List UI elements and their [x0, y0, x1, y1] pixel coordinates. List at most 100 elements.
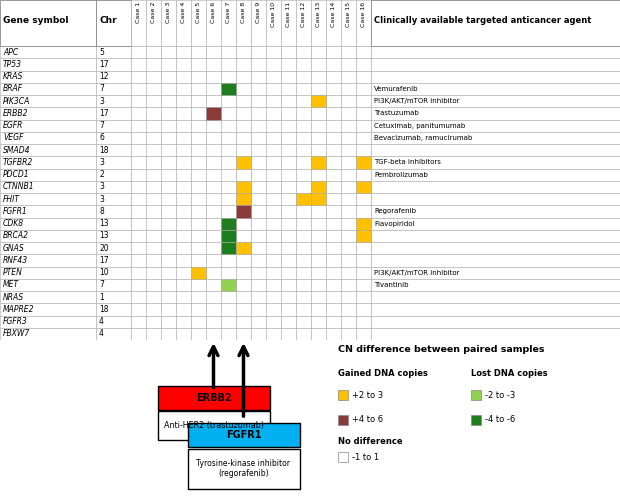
Text: Pembrolizumab: Pembrolizumab — [374, 172, 428, 178]
Text: +4 to 6: +4 to 6 — [352, 415, 383, 424]
Bar — [326, 316, 341, 328]
Bar — [236, 254, 251, 266]
Bar — [206, 254, 221, 266]
Bar — [206, 58, 221, 71]
Bar — [146, 107, 161, 120]
Text: 4: 4 — [99, 329, 104, 338]
Bar — [0, 266, 96, 279]
Bar — [206, 303, 221, 316]
Bar — [356, 58, 371, 71]
Bar — [251, 95, 266, 107]
Bar — [131, 156, 146, 168]
Bar — [356, 83, 371, 95]
Bar — [161, 279, 176, 291]
Bar — [131, 242, 146, 254]
Bar — [356, 266, 371, 279]
Text: MAPRE2: MAPRE2 — [3, 305, 35, 314]
Bar — [281, 193, 296, 205]
Bar — [161, 316, 176, 328]
Bar — [266, 230, 281, 242]
Bar — [161, 71, 176, 83]
Bar — [161, 132, 176, 144]
Bar — [191, 242, 206, 254]
Bar — [236, 328, 251, 340]
Bar — [341, 242, 356, 254]
Bar — [176, 291, 191, 303]
Bar — [187, 449, 299, 489]
Bar — [251, 303, 266, 316]
Bar — [371, 132, 620, 144]
Bar — [356, 218, 371, 230]
Bar — [311, 71, 326, 83]
Bar — [371, 242, 620, 254]
Text: FBXW7: FBXW7 — [3, 329, 30, 338]
Bar — [236, 156, 251, 168]
Bar — [131, 83, 146, 95]
Bar — [311, 328, 326, 340]
Bar — [251, 328, 266, 340]
Bar — [296, 132, 311, 144]
Bar — [221, 279, 236, 291]
Bar — [131, 279, 146, 291]
Bar — [221, 279, 236, 291]
Bar — [131, 46, 146, 58]
Bar — [0, 95, 96, 107]
Bar — [0, 316, 96, 328]
Text: 12: 12 — [99, 72, 108, 81]
Text: Case 9: Case 9 — [256, 2, 261, 23]
Bar — [311, 266, 326, 279]
Bar — [0, 107, 96, 120]
Bar — [146, 279, 161, 291]
Bar — [311, 181, 326, 193]
Bar — [296, 328, 311, 340]
Bar — [296, 279, 311, 291]
Bar — [296, 205, 311, 218]
Bar — [266, 303, 281, 316]
Bar — [236, 181, 251, 193]
Text: PIK3CA: PIK3CA — [3, 97, 30, 106]
Text: MET: MET — [3, 280, 19, 289]
Bar — [96, 205, 131, 218]
Bar — [206, 168, 221, 181]
Text: SMAD4: SMAD4 — [3, 145, 30, 154]
Bar — [251, 230, 266, 242]
Bar — [221, 218, 236, 230]
Bar — [221, 95, 236, 107]
Bar — [311, 193, 326, 205]
Bar — [326, 205, 341, 218]
Bar — [296, 218, 311, 230]
Bar — [206, 0, 221, 46]
Bar — [176, 218, 191, 230]
Text: PI3K/AKT/mTOR inhibitor: PI3K/AKT/mTOR inhibitor — [374, 98, 459, 104]
Bar — [341, 230, 356, 242]
Bar — [131, 144, 146, 156]
Bar — [281, 266, 296, 279]
Bar — [326, 279, 341, 291]
Bar — [131, 291, 146, 303]
Text: EGFR: EGFR — [3, 121, 24, 130]
Bar — [371, 181, 620, 193]
Text: FGFR1: FGFR1 — [226, 430, 261, 440]
Bar — [221, 120, 236, 132]
Bar — [96, 242, 131, 254]
Text: TGF-beta inhibitors: TGF-beta inhibitors — [374, 159, 441, 165]
Bar — [311, 181, 326, 193]
Bar — [146, 132, 161, 144]
Bar — [356, 95, 371, 107]
Bar — [206, 83, 221, 95]
Bar — [221, 316, 236, 328]
Bar — [236, 205, 251, 218]
Bar — [221, 46, 236, 58]
Bar — [206, 181, 221, 193]
Bar — [96, 107, 131, 120]
Bar — [266, 316, 281, 328]
Bar — [176, 0, 191, 46]
Bar — [96, 71, 131, 83]
Text: Case 8: Case 8 — [241, 2, 246, 23]
Bar — [131, 71, 146, 83]
Bar — [191, 181, 206, 193]
Bar — [191, 132, 206, 144]
Bar — [251, 46, 266, 58]
Bar — [0, 181, 96, 193]
Bar — [0, 291, 96, 303]
